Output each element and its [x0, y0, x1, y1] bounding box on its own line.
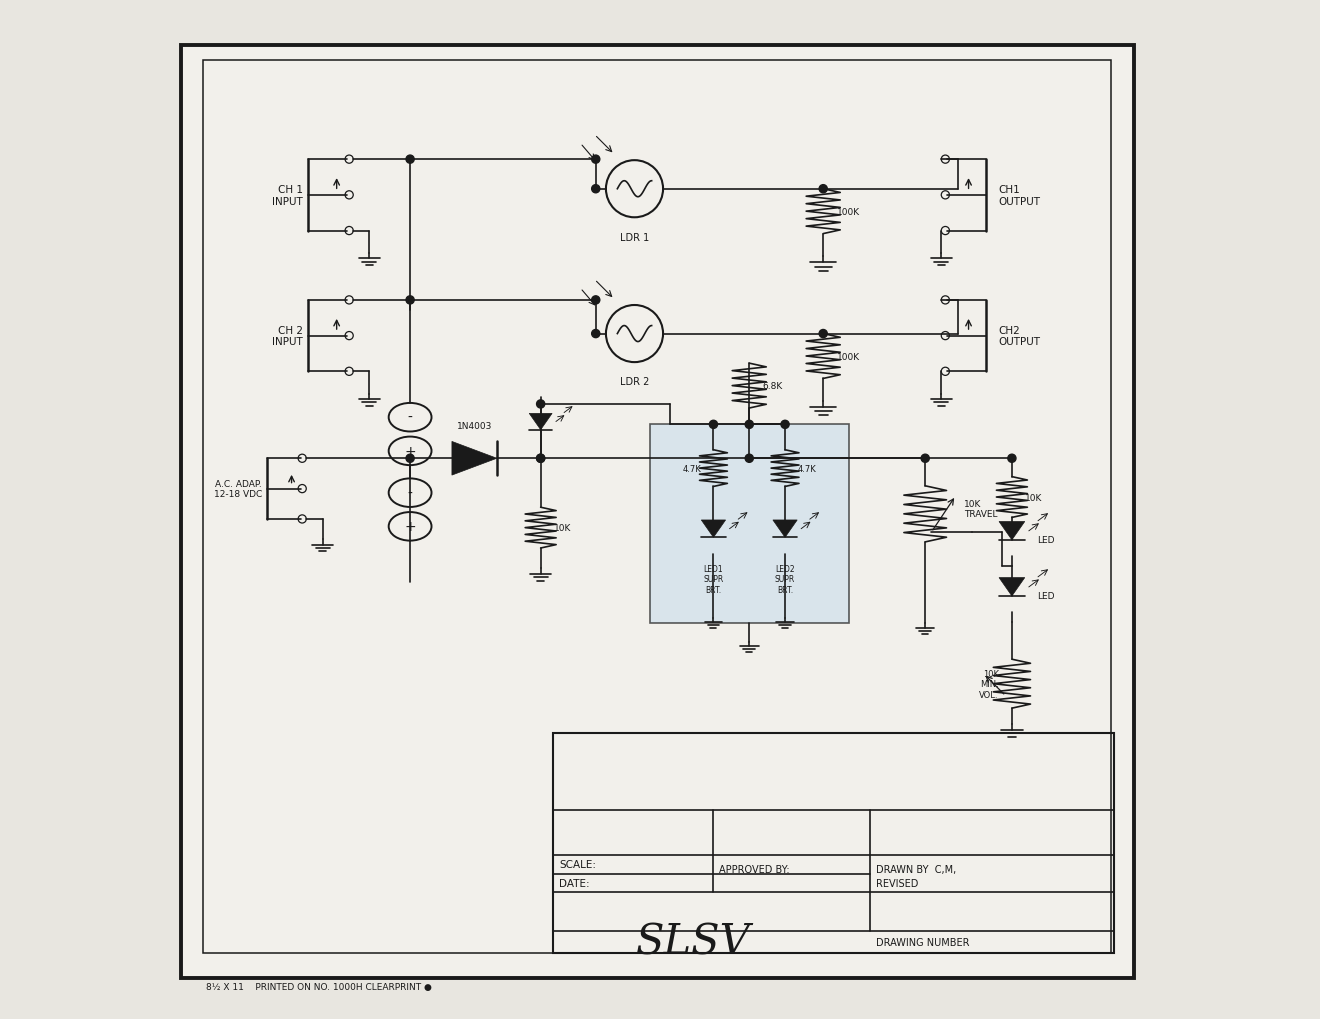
Circle shape: [820, 185, 828, 194]
Bar: [649, 425, 849, 624]
Text: 10K: 10K: [1026, 493, 1043, 502]
Bar: [553, 734, 1114, 953]
Text: LED: LED: [1038, 592, 1055, 601]
Text: +: +: [404, 444, 416, 459]
Text: DRAWN BY  C,M,: DRAWN BY C,M,: [876, 864, 956, 874]
Text: 10K: 10K: [554, 524, 572, 533]
Text: A.C. ADAP.
12-18 VDC: A.C. ADAP. 12-18 VDC: [214, 479, 263, 499]
Circle shape: [921, 454, 929, 463]
Circle shape: [820, 330, 828, 338]
Circle shape: [536, 454, 545, 463]
Polygon shape: [999, 578, 1024, 596]
Bar: [203, 61, 1111, 953]
Text: CH1
OUTPUT: CH1 OUTPUT: [999, 184, 1040, 207]
Text: -: -: [408, 411, 413, 425]
Text: 6.8K: 6.8K: [763, 382, 783, 390]
Text: CH 1
INPUT: CH 1 INPUT: [272, 184, 304, 207]
Circle shape: [536, 400, 545, 409]
Text: REVISED: REVISED: [876, 878, 919, 889]
Circle shape: [591, 156, 599, 164]
Circle shape: [746, 421, 754, 429]
Text: DATE:: DATE:: [560, 878, 590, 889]
Text: 4.7K: 4.7K: [682, 464, 701, 473]
Text: CH 2
INPUT: CH 2 INPUT: [272, 325, 304, 347]
Circle shape: [591, 297, 599, 305]
Polygon shape: [999, 522, 1024, 540]
Text: SCALE:: SCALE:: [560, 860, 597, 869]
Polygon shape: [451, 442, 496, 476]
Circle shape: [746, 454, 754, 463]
Circle shape: [781, 421, 789, 429]
Text: LDR 2: LDR 2: [620, 377, 649, 387]
Text: LDR 1: LDR 1: [620, 232, 649, 243]
Text: 4.7K: 4.7K: [797, 464, 816, 473]
Circle shape: [591, 185, 599, 194]
Text: SLSV: SLSV: [636, 921, 751, 963]
Text: 10K
MIN.
VOL.: 10K MIN. VOL.: [979, 669, 999, 699]
Circle shape: [407, 297, 414, 305]
Polygon shape: [701, 521, 726, 538]
Text: LED1
SUPR
BRT.: LED1 SUPR BRT.: [704, 565, 723, 594]
Circle shape: [709, 421, 718, 429]
Text: 10K
TRAVEL: 10K TRAVEL: [964, 499, 998, 519]
Text: CH2
OUTPUT: CH2 OUTPUT: [999, 325, 1040, 347]
Text: 1N4003: 1N4003: [457, 421, 492, 430]
Text: LED2
SUPR
BRT.: LED2 SUPR BRT.: [775, 565, 795, 594]
Circle shape: [407, 454, 414, 463]
Polygon shape: [529, 414, 552, 430]
Text: +: +: [404, 520, 416, 534]
Text: DRAWING NUMBER: DRAWING NUMBER: [876, 936, 969, 947]
Text: 8½ X 11    PRINTED ON NO. 1000H CLEARPRINT ●: 8½ X 11 PRINTED ON NO. 1000H CLEARPRINT …: [206, 982, 432, 990]
Text: 100K: 100K: [837, 208, 859, 216]
Text: APPROVED BY:: APPROVED BY:: [719, 864, 789, 874]
Circle shape: [1007, 454, 1016, 463]
Polygon shape: [774, 521, 797, 538]
Text: -: -: [408, 486, 413, 500]
Text: 100K: 100K: [837, 353, 859, 361]
Text: LED: LED: [1038, 536, 1055, 545]
Circle shape: [591, 330, 599, 338]
Circle shape: [536, 454, 545, 463]
Circle shape: [407, 156, 414, 164]
